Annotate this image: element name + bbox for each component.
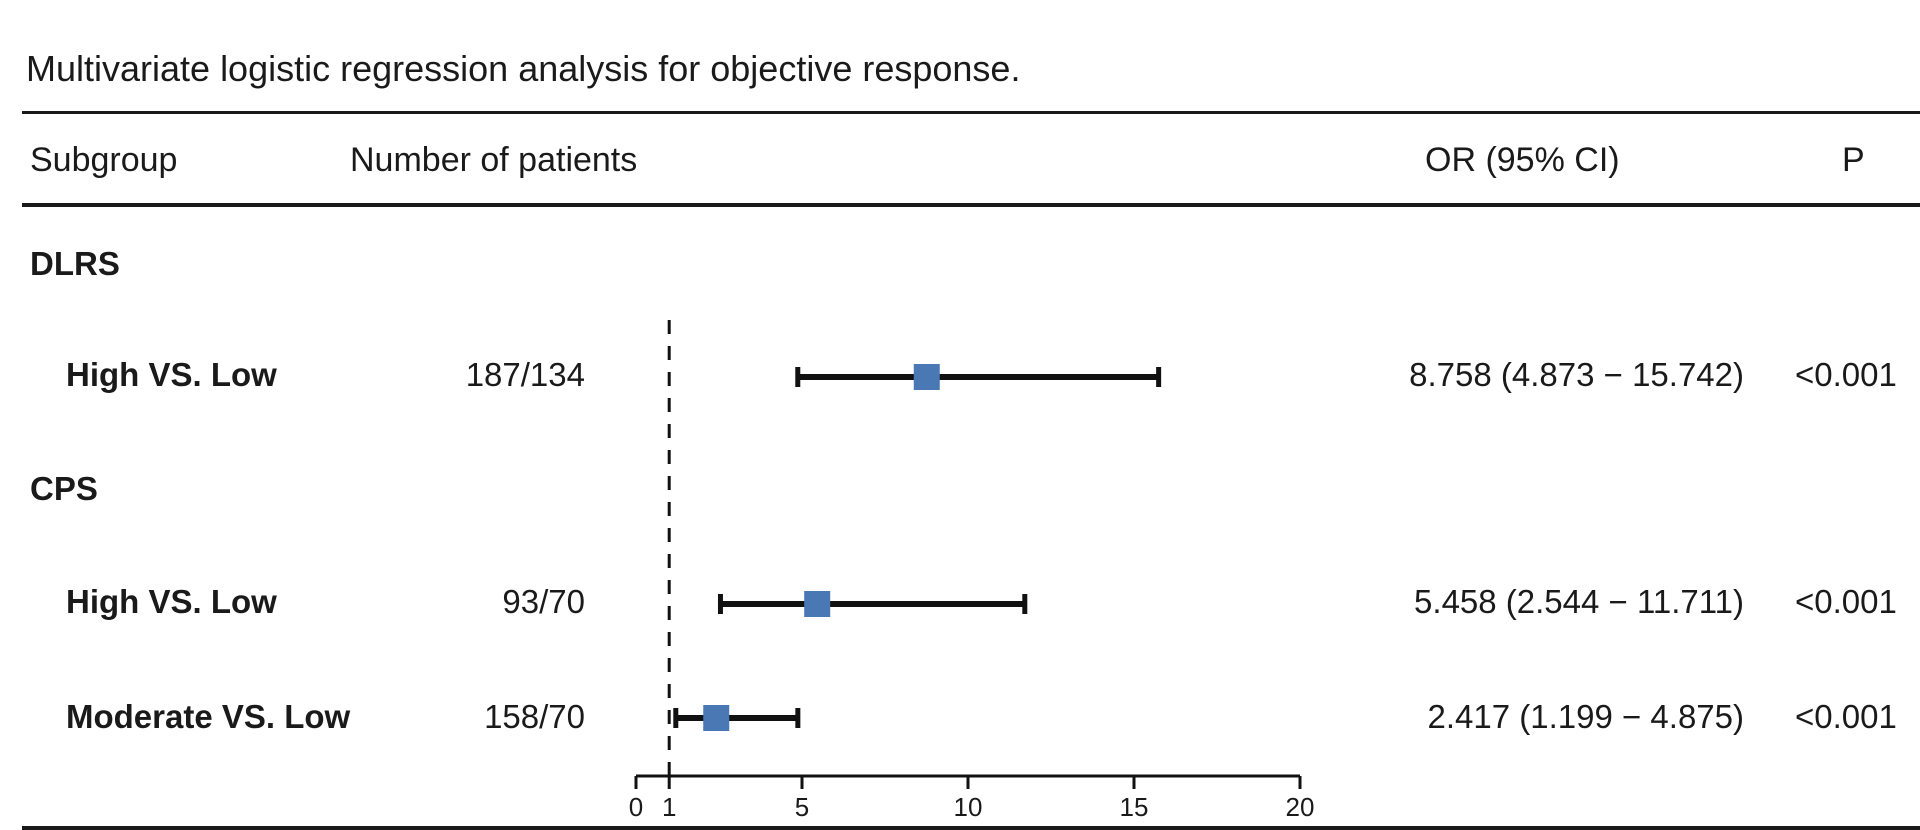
row-ci-cps-moderate: 2.417 (1.199 − 4.875)	[1427, 698, 1745, 735]
bottom-rule	[22, 826, 1920, 830]
header-rule	[22, 203, 1920, 207]
row-ci-dlrs-high: 8.758 (4.873 − 15.742)	[1409, 356, 1744, 393]
x-tick-label-15: 15	[1120, 792, 1149, 822]
table-caption: Multivariate logistic regression analysi…	[26, 48, 1021, 89]
point-marker-cps-moderate	[703, 705, 730, 731]
row-label-dlrs-high: High VS. Low	[66, 356, 277, 393]
row-p-cps-high: <0.001	[1795, 583, 1897, 620]
row-label-cps-moderate: Moderate VS. Low	[66, 698, 351, 735]
group-label-cps: CPS	[30, 470, 98, 507]
row-number-cps-moderate: 158/70	[484, 698, 585, 735]
x-tick-label-20: 20	[1286, 792, 1315, 822]
x-tick-label-5: 5	[795, 792, 809, 822]
top-rule	[22, 111, 1920, 114]
header-subgroup: Subgroup	[30, 141, 178, 179]
header-or-ci: OR (95% CI)	[1425, 141, 1620, 179]
row-p-dlrs-high: <0.001	[1795, 356, 1897, 393]
row-number-cps-high: 93/70	[502, 583, 585, 620]
row-number-dlrs-high: 187/134	[465, 356, 585, 393]
header-p: P	[1842, 141, 1865, 179]
point-marker-dlrs-high	[913, 364, 940, 390]
group-label-dlrs: DLRS	[30, 245, 120, 282]
row-ci-cps-high: 5.458 (2.544 − 11.711)	[1414, 583, 1744, 620]
header-number-of-patients: Number of patients	[350, 141, 638, 179]
x-tick-label-0: 0	[629, 792, 643, 822]
row-label-cps-high: High VS. Low	[66, 583, 277, 620]
x-tick-label-1: 1	[662, 792, 676, 822]
point-marker-cps-high	[804, 591, 831, 617]
row-p-cps-moderate: <0.001	[1795, 698, 1897, 735]
x-tick-label-10: 10	[954, 792, 983, 822]
